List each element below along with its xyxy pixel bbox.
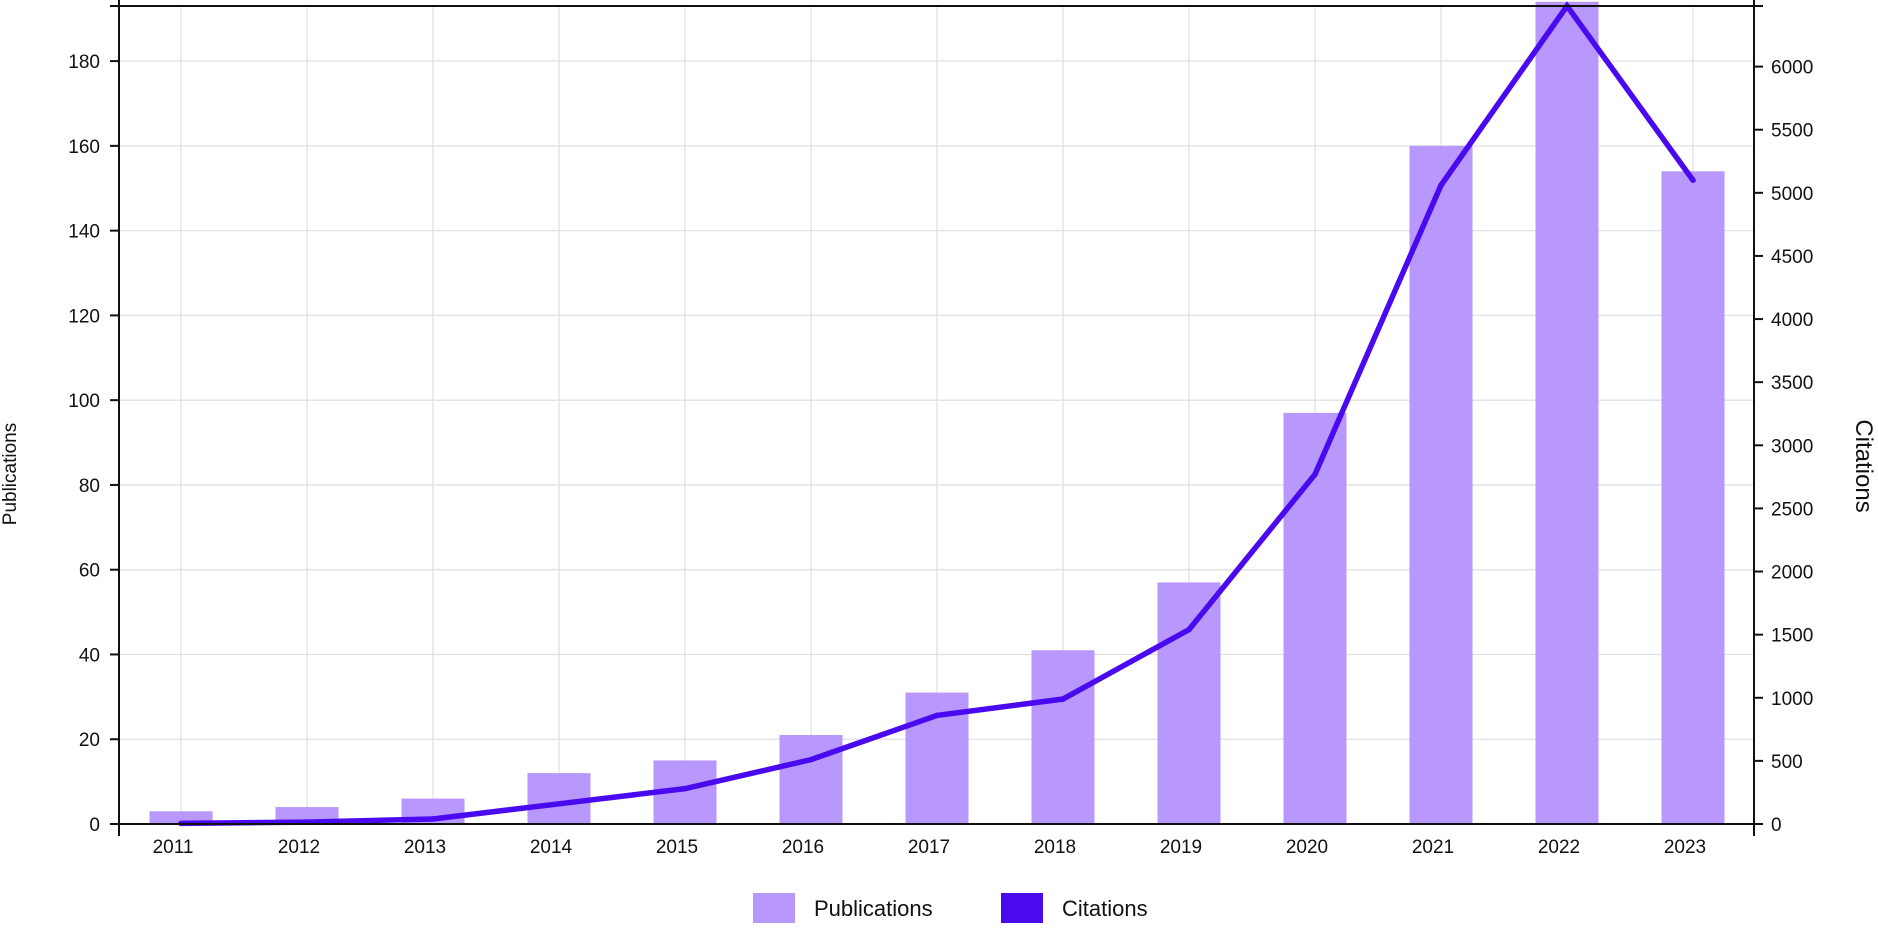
bar-publications-2021[interactable] [1409,145,1473,824]
bar-publications-2022[interactable] [1535,1,1599,825]
legend-swatch-publications [753,893,795,923]
x-axis-ticks: 2011 2012 2013 2014 2015 2016 2017 2018 2019 2020… [118,824,1755,858]
x-tick-label-2016: 2016 [782,837,824,858]
right-tick-label: 4500 [1771,247,1813,268]
right-tick-label: 6000 [1771,58,1813,79]
left-tick-label: 0 [89,815,100,836]
right-tick-label: 2500 [1771,499,1813,520]
bar-publications-2023[interactable] [1661,171,1725,824]
right-tick-label: 5000 [1771,184,1813,205]
legend-label-citations: Citations [1062,896,1148,921]
right-tick-label: 0 [1771,815,1782,836]
axes-layer [118,0,1755,825]
point-citations-2023[interactable] [1690,177,1696,184]
left-tick-label: 140 [68,222,100,243]
publications-bars [149,1,1725,825]
right-tick-label: 3500 [1771,373,1813,394]
x-tick-label-2022: 2022 [1538,837,1580,858]
bar-publications-2018[interactable] [1031,650,1095,824]
point-citations-2013[interactable] [430,816,436,822]
citations-line-layer [178,1,1696,827]
point-citations-2021[interactable] [1438,182,1444,189]
left-tick-label: 20 [79,730,100,751]
point-citations-2015[interactable] [682,785,688,792]
point-citations-2020[interactable] [1312,471,1318,478]
point-citations-2019[interactable] [1186,626,1192,633]
right-tick-label: 3000 [1771,436,1813,457]
point-citations-2017[interactable] [934,712,940,719]
right-axis-ticks: 0 500 1000 1500 2000 2500 3000 3500 4000 4500 5000… [1754,5,1813,836]
left-tick-label: 160 [68,137,100,158]
x-tick-label-2020: 2020 [1286,837,1328,858]
bar-publications-2020[interactable] [1283,412,1347,824]
x-tick-label-2013: 2013 [404,837,446,858]
right-tick-label: 500 [1771,752,1803,773]
right-axis-title: Citations [1850,419,1877,512]
x-tick-label-2023: 2023 [1664,837,1706,858]
x-tick-label-2011: 2011 [153,837,194,858]
right-tick-label: 4000 [1771,310,1813,331]
right-tick-label: 1500 [1771,626,1813,647]
legend-label-publications: Publications [814,896,933,921]
bar-publications-2016[interactable] [779,734,843,824]
left-tick-label: 180 [68,52,100,73]
left-tick-label: 80 [79,476,100,497]
x-tick-label-2014: 2014 [530,837,573,858]
left-tick-label: 40 [79,645,100,666]
x-tick-label-2021: 2021 [1412,837,1454,858]
bar-publications-2019[interactable] [1157,582,1221,824]
left-axis-ticks: 0 20 40 60 80 100 120 140 160 180 [68,5,119,836]
right-tick-label: 1000 [1771,689,1813,710]
legend-swatch-citations [1001,893,1043,923]
x-tick-label-2012: 2012 [278,837,320,858]
x-tick-label-2018: 2018 [1034,837,1076,858]
x-tick-label-2017: 2017 [908,837,950,858]
left-tick-label: 60 [79,561,100,582]
x-tick-label-2015: 2015 [656,837,698,858]
right-tick-label: 2000 [1771,563,1813,584]
point-citations-2016[interactable] [808,756,814,763]
left-axis-title: Publications [0,423,21,525]
point-citations-2014[interactable] [556,801,562,807]
x-tick-label-2019: 2019 [1160,837,1202,858]
legend: Publications Citations [753,893,1148,923]
legend-item-citations[interactable]: Citations [1001,893,1148,923]
left-tick-label: 100 [68,391,100,412]
right-tick-label: 5500 [1771,121,1813,142]
point-citations-2018[interactable] [1060,696,1066,702]
left-tick-label: 120 [68,306,100,327]
legend-item-publications[interactable]: Publications [753,893,933,923]
